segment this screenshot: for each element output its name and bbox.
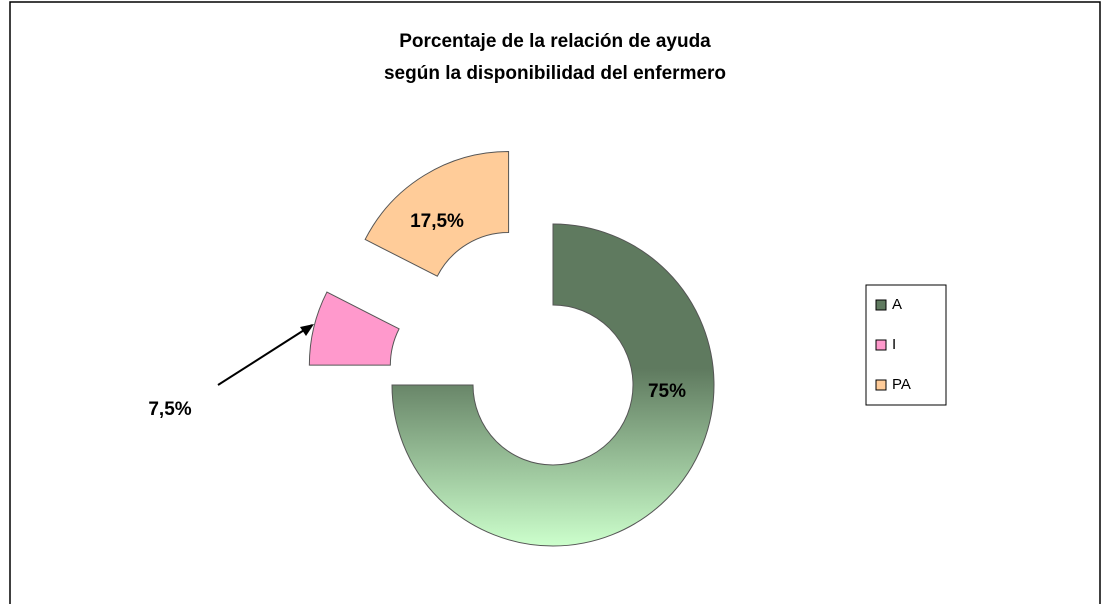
legend-swatch [875, 339, 887, 351]
chart-border [9, 1, 1101, 604]
donut-slice [308, 291, 400, 366]
chart-title: según la disponibilidad del enfermero [384, 63, 726, 84]
legend-label: I [892, 336, 896, 353]
legend-label: PA [892, 376, 911, 393]
value-label: 75% [648, 381, 686, 402]
legend-label: A [892, 296, 902, 313]
value-label: 17,5% [410, 211, 464, 232]
donut-slice [391, 223, 715, 547]
legend-swatch [875, 379, 887, 391]
value-label: 7,5% [148, 399, 191, 420]
legend-swatch [875, 299, 887, 311]
donut-slice [364, 151, 510, 277]
arrow [217, 324, 313, 386]
chart-title: Porcentaje de la relación de ayuda [399, 31, 711, 52]
arrow-head [300, 324, 314, 336]
